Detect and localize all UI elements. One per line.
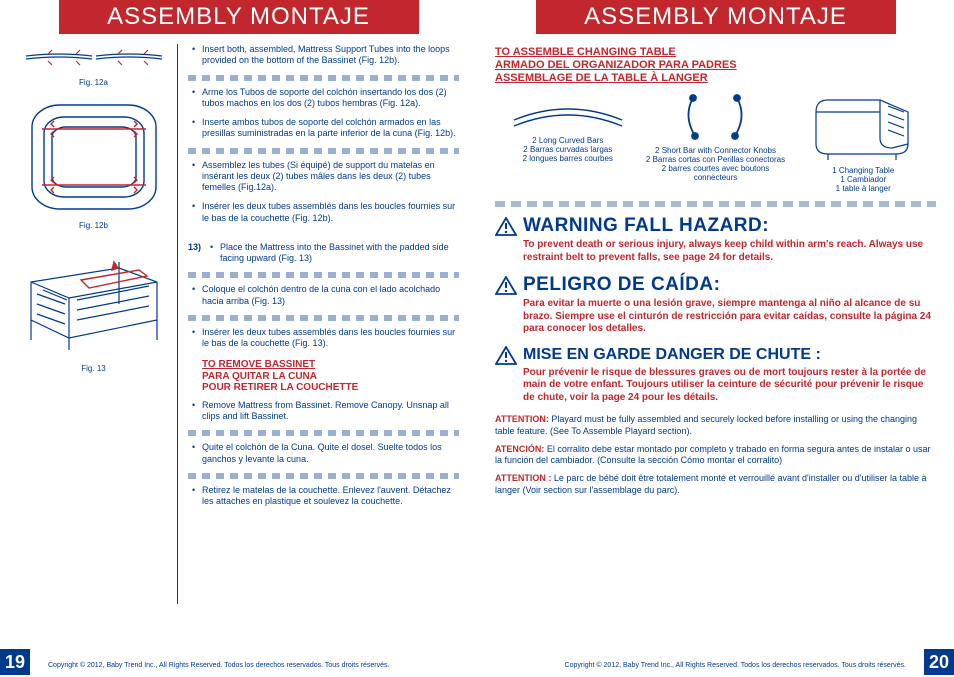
divider (188, 148, 459, 154)
divider (495, 201, 936, 207)
divider (188, 272, 459, 278)
warning-body-en: To prevent death or serious injury, alwa… (523, 239, 936, 264)
remove-es: Quite el colchón de la Cuna. Quite el do… (188, 442, 459, 465)
banner-title: ASSEMBLY MONTAJE ASSEMBLEE (536, 0, 896, 34)
attention-en: ATTENTION: Playard must be fully assembl… (495, 414, 936, 437)
warning-es: PELIGRO DE CAÍDA: Para evitar la muerte … (495, 274, 936, 336)
divider (188, 473, 459, 479)
warning-en: WARNING FALL HAZARD: To prevent death or… (495, 215, 936, 264)
page-19: ASSEMBLY MONTAJE ASSEMBLEE Fig. 12a (0, 0, 477, 677)
step13-fr: Insérer les deux tubes assemblés dans le… (188, 327, 459, 350)
step13-en: Place the Mattress into the Bassinet wit… (206, 242, 459, 265)
copy006: Copyright © 2012, Baby Trend Inc., All R… (48, 662, 389, 669)
step12-fr1: Assemblez les tubes (Si équipé) de suppo… (188, 160, 459, 194)
remove-en: Remove Mattress from Bassinet. Remove Ca… (188, 400, 459, 423)
figures-column: Fig. 12a (18, 44, 178, 604)
fig-12a-label: Fig. 12a (18, 78, 169, 87)
fig-12b-illustration (18, 97, 169, 217)
parts-row: 2 Long Curved Bars 2 Barras curvadas lar… (495, 92, 936, 194)
page-20: ASSEMBLY MONTAJE ASSEMBLEE TO ASSEMBLE C… (477, 0, 954, 677)
attention-es: ATENCIÓN: El corralito debe estar montad… (495, 444, 936, 467)
divider (188, 315, 459, 321)
warning-icon (495, 276, 517, 295)
step12-es2: Inserte ambos tubos de soporte del colch… (188, 117, 459, 140)
instructions-column: Insert both, assembled, Mattress Support… (178, 44, 459, 604)
copyright: Copyright © 2012, Baby Trend Inc., All R… (565, 662, 906, 669)
part-changing-table: 1 Changing Table 1 Cambiador 1 table à l… (790, 92, 936, 194)
warning-icon (495, 217, 517, 236)
fig-13-illustration (18, 250, 169, 360)
warning-icon (495, 346, 517, 365)
part-short-bars: 2 Short Bar with Connector Knobs 2 Barra… (643, 92, 789, 194)
warning-head-fr: MISE EN GARDE DANGER DE CHUTE : (523, 346, 821, 364)
warning-fr: MISE EN GARDE DANGER DE CHUTE : Pour pré… (495, 346, 936, 405)
fig-12a-illustration (18, 48, 169, 74)
remove-bassinet-title: TO REMOVE BASSINET PARA QUITAR LA CUNA P… (202, 359, 459, 394)
step-13-number: 13) (188, 242, 201, 252)
divider (188, 75, 459, 81)
step12-en: Insert both, assembled, Mattress Support… (188, 44, 459, 67)
fig-12b-label: Fig. 12b (18, 221, 169, 230)
remove-fr: Retirez le matelas de la couchette. Enle… (188, 485, 459, 508)
warning-head-es: PELIGRO DE CAÍDA: (523, 274, 720, 296)
step12-es1: Arme los Tubos de soporte del colchón in… (188, 87, 459, 110)
page-number-19: 19 (0, 649, 30, 675)
page-number-20: 20 (924, 649, 954, 675)
step12-fr2: Insérer les deux tubes assemblés dans le… (188, 201, 459, 224)
fig-13-label: Fig. 13 (18, 364, 169, 373)
step13-es: Coloque el colchón dentro de la cuna con… (188, 284, 459, 307)
attention-fr: ATTENTION : Le parc de bébé doit être to… (495, 473, 936, 496)
part-long-bars: 2 Long Curved Bars 2 Barras curvadas lar… (495, 92, 641, 194)
warning-body-es: Para evitar la muerte o una lesión grave… (523, 298, 936, 336)
divider (188, 430, 459, 436)
warning-body-fr: Pour prévenir le risque de blessures gra… (523, 367, 936, 405)
banner-title: ASSEMBLY MONTAJE ASSEMBLEE (59, 0, 419, 34)
warning-head-en: WARNING FALL HAZARD: (523, 215, 769, 237)
